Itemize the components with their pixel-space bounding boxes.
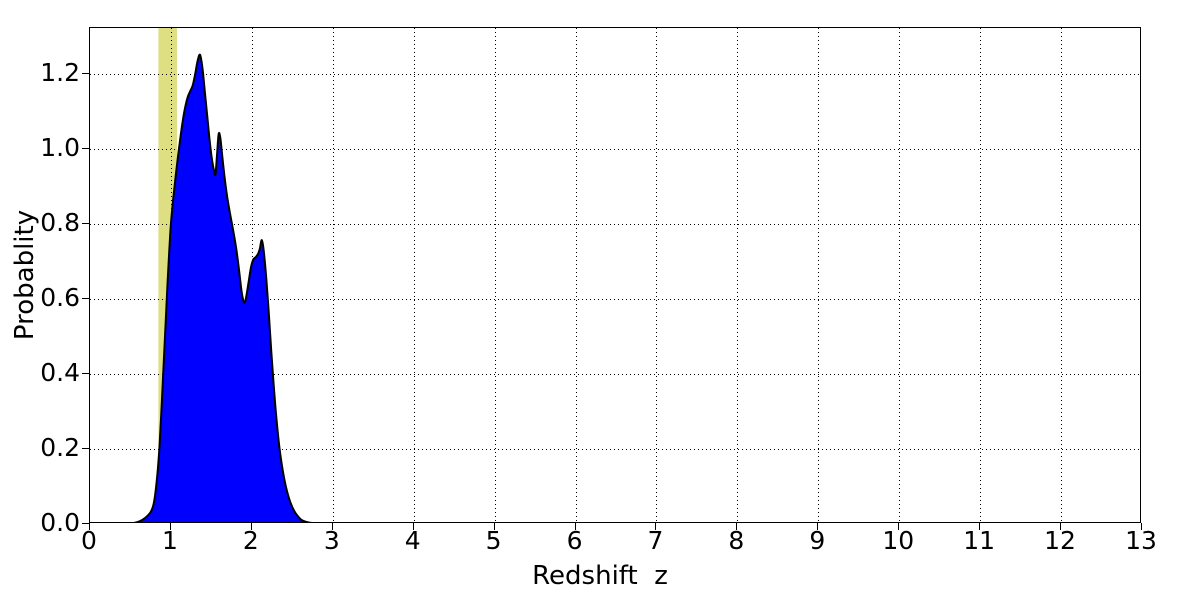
x-axis-tick-label: 10 (882, 526, 915, 555)
horizontal-gridlines (90, 74, 1140, 450)
x-axis-tick-label: 11 (963, 526, 996, 555)
x-axis-tick-label: 0 (81, 526, 97, 555)
x-axis-tick-label: 3 (323, 526, 340, 555)
y-axis-tick-mark (82, 523, 89, 524)
x-axis-tick-label: 1 (161, 526, 178, 555)
y-axis-tick-label: 1.2 (40, 57, 80, 87)
x-axis-title: Redshift z (532, 561, 668, 591)
x-axis-tick-mark (1141, 523, 1142, 530)
x-axis-tick-label: 13 (1125, 526, 1157, 555)
x-axis-tick-mark (898, 523, 899, 530)
x-axis-tick-mark (170, 523, 171, 530)
y-axis-tick-label: 1.0 (40, 132, 80, 162)
plot-axes-area (89, 27, 1141, 523)
x-axis-tick-label: 2 (242, 526, 259, 555)
y-axis-tick-label: 0.0 (40, 508, 80, 537)
y-axis-tick-mark (82, 223, 89, 224)
y-axis-tick-label: 0.8 (40, 207, 80, 237)
y-axis-tick-mark (82, 73, 89, 74)
y-axis-tick-mark (82, 448, 89, 449)
x-axis-tick-mark (736, 523, 737, 530)
vertical-gridlines (171, 28, 1062, 522)
x-axis-tick-label: 4 (404, 526, 421, 555)
y-axis-tick-label: 0.4 (40, 357, 80, 387)
x-axis-tick-mark (494, 523, 495, 530)
probability-density-outline (133, 53, 312, 522)
y-axis-tick-mark (82, 373, 89, 374)
x-axis-tick-mark (89, 523, 90, 530)
x-axis-tick-mark (817, 523, 818, 530)
x-axis-tick-mark (979, 523, 980, 530)
x-axis-tick-label: 5 (485, 526, 502, 555)
y-axis-tick-mark (82, 298, 89, 299)
x-axis-tick-label: 7 (647, 526, 664, 555)
x-axis-tick-mark (332, 523, 333, 530)
x-axis-tick-label: 6 (566, 526, 583, 555)
x-axis-tick-label: 12 (1044, 526, 1076, 555)
x-axis-tick-label: 8 (728, 526, 745, 555)
y-axis-tick-label: 0.2 (40, 432, 80, 462)
y-axis-tick-label: 0.6 (40, 282, 80, 312)
x-axis-tick-mark (413, 523, 414, 530)
y-axis-tick-mark (82, 148, 89, 149)
x-axis-tick-mark (1060, 523, 1061, 530)
x-axis-tick-mark (251, 523, 252, 530)
x-axis-tick-label: 9 (809, 526, 826, 555)
x-axis-tick-mark (575, 523, 576, 530)
probability-density-fill (137, 54, 307, 522)
x-axis-tick-mark (655, 523, 656, 530)
plot-drawing-surface (90, 28, 1140, 522)
y-axis-title: Probablity (10, 209, 40, 341)
